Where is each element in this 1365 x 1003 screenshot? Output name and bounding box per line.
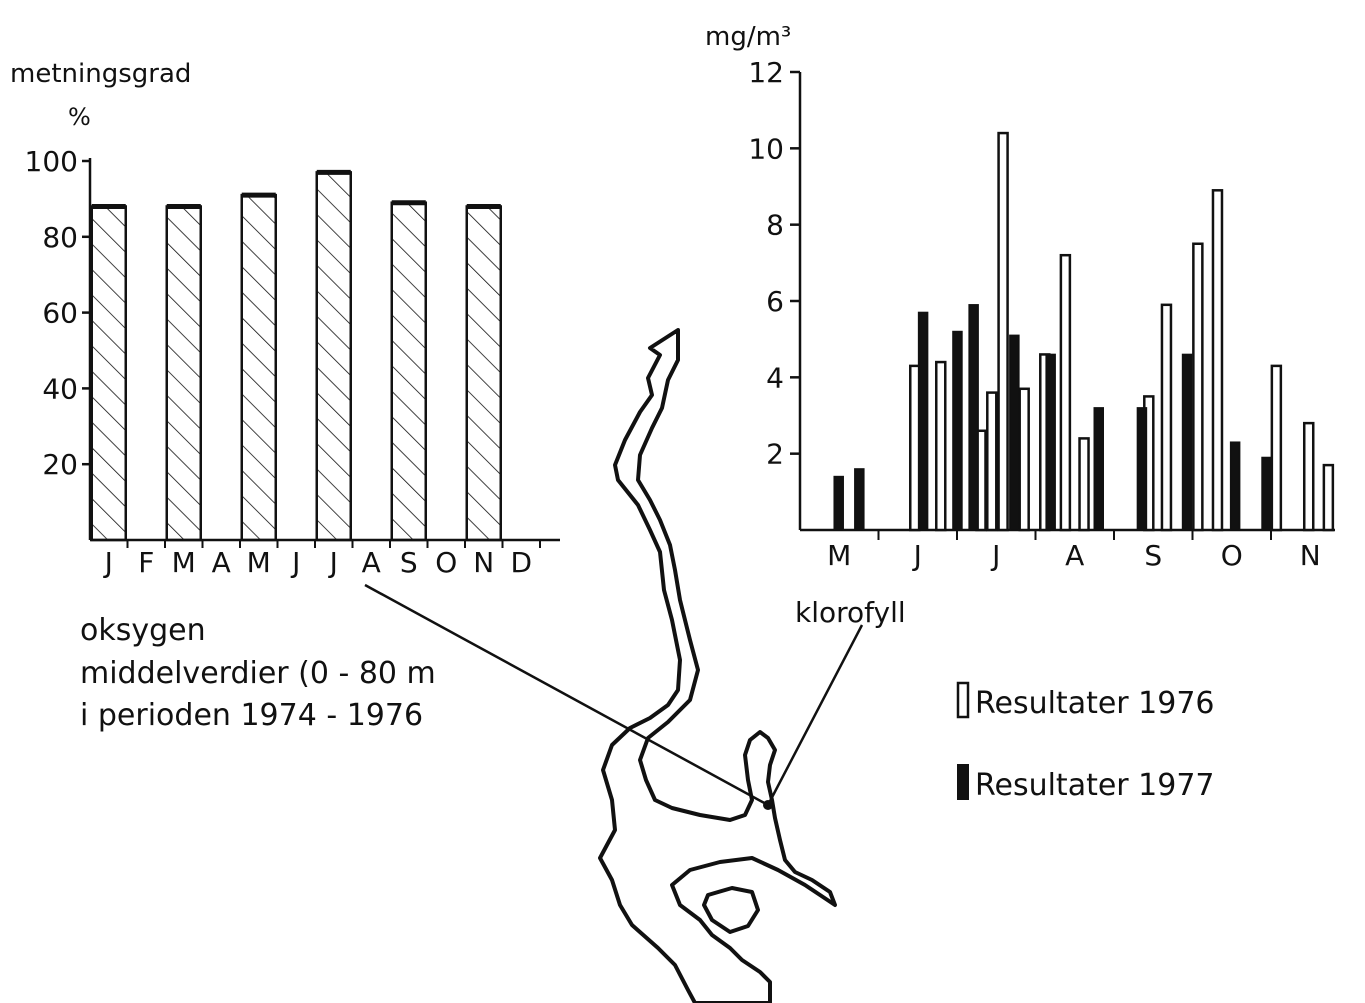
chlorophyll-bar-1977 [952, 330, 963, 531]
oxygen-bars [90, 169, 502, 542]
oxygen-pointer-line [364, 583, 769, 807]
oxygen-y-axis-label: metningsgrad [10, 59, 191, 89]
legend-swatch-1976 [956, 681, 970, 719]
klorofyll-annotation: klorofyll [795, 596, 906, 629]
chlorophyll-bar-1976 [1192, 242, 1204, 532]
chlorophyll-y-tick-label: 2 [766, 438, 784, 471]
chlorophyll-month-label: S [1144, 539, 1162, 572]
chlorophyll-bar-1977 [833, 475, 844, 531]
chlorophyll-bar-1976 [935, 360, 947, 532]
chart-legend: Resultater 1976 Resultater 1977 [956, 681, 1215, 803]
oxygen-caption-line-1: oksygen [80, 613, 206, 648]
oxygen-bar [465, 205, 502, 542]
oxygen-y-tick-label: 20 [42, 448, 78, 481]
oxygen-month-label: A [362, 546, 381, 579]
chlorophyll-y-tick-label: 4 [766, 361, 784, 394]
oxygen-bar [390, 201, 427, 542]
lake-outline [598, 328, 837, 1003]
chlorophyll-bar-1977 [1136, 407, 1148, 531]
chlorophyll-month-label: M [827, 539, 851, 572]
oxygen-month-label: N [473, 546, 494, 579]
oxygen-month-label: M [247, 546, 271, 579]
oxygen-y-tick-label: 100 [25, 145, 78, 178]
oxygen-month-label: J [290, 546, 300, 579]
chlorophyll-bar-1977 [917, 311, 929, 531]
chlorophyll-chart: mg/m³ 2 4 6 8 10 12 M J J A S O N klorofyll [705, 22, 1335, 629]
chlorophyll-bar-1976 [1160, 303, 1173, 532]
chlorophyll-bar-1976 [1018, 387, 1030, 532]
chlorophyll-y-ticks: 2 4 6 8 10 12 [748, 56, 800, 471]
chlorophyll-bar-1976 [997, 131, 1009, 532]
chlorophyll-bar-1977 [1045, 353, 1056, 531]
klorofyll-pointer-line [766, 624, 864, 806]
chlorophyll-month-label: J [990, 539, 1000, 572]
lake-island [702, 886, 760, 934]
chlorophyll-bar-1976 [1059, 253, 1072, 532]
chlorophyll-bar-1977 [1229, 441, 1241, 531]
chlorophyll-bar-1976 [1322, 463, 1335, 532]
chlorophyll-month-label: O [1221, 539, 1243, 572]
chlorophyll-month-label: J [912, 539, 922, 572]
oxygen-y-ticks: 20 40 60 80 100 [25, 145, 90, 481]
chlorophyll-month-label: A [1065, 539, 1084, 572]
oxygen-month-label: O [435, 546, 457, 579]
oxygen-y-tick-label: 80 [42, 221, 78, 254]
oxygen-month-label: M [172, 546, 196, 579]
legend-label-1977: Resultater 1977 [975, 768, 1215, 803]
oxygen-caption-line-2: middelverdier (0 - 80 m [80, 656, 436, 691]
chlorophyll-month-label: N [1300, 539, 1321, 572]
chlorophyll-bar-1976 [986, 391, 998, 532]
oxygen-month-label: D [510, 546, 532, 579]
oxygen-caption-line-3: i perioden 1974 - 1976 [80, 698, 423, 733]
oxygen-month-label: S [400, 546, 418, 579]
chlorophyll-bar-1977 [854, 468, 865, 531]
oxygen-month-label: F [138, 546, 154, 579]
chlorophyll-bar-1976 [1302, 421, 1315, 532]
chlorophyll-y-tick-label: 12 [748, 56, 784, 89]
chlorophyll-bar-1976 [1270, 364, 1283, 532]
chlorophyll-y-tick-label: 6 [766, 285, 784, 318]
oxygen-month-label: J [103, 546, 113, 579]
legend-swatch-1977 [957, 764, 969, 800]
oxygen-bar [315, 171, 352, 542]
oxygen-y-tick-label: 60 [42, 297, 78, 330]
chlorophyll-bar-1977 [968, 304, 979, 531]
chlorophyll-y-unit: mg/m³ [705, 22, 791, 52]
chlorophyll-bar-1976 [1078, 437, 1090, 532]
legend-label-1976: Resultater 1976 [975, 686, 1215, 721]
oxygen-y-unit: % [68, 103, 91, 131]
chlorophyll-bar-1977 [1261, 456, 1272, 531]
chlorophyll-bar-1977 [1181, 353, 1193, 531]
oxygen-y-tick-label: 40 [42, 372, 78, 405]
chlorophyll-bar-1976 [1211, 189, 1224, 532]
chlorophyll-bar-1977 [1009, 334, 1020, 531]
oxygen-caption: oksygen middelverdier (0 - 80 m i period… [80, 613, 436, 733]
oxygen-bar [240, 193, 277, 542]
oxygen-month-label: A [212, 546, 231, 579]
oxygen-month-label: J [328, 546, 338, 579]
chlorophyll-month-dividers [877, 530, 1272, 540]
oxygen-bar [90, 205, 127, 542]
chlorophyll-bars [833, 131, 1335, 532]
chlorophyll-bar-1977 [1093, 407, 1104, 531]
oxygen-bar [165, 205, 202, 542]
chlorophyll-y-tick-label: 10 [748, 132, 784, 165]
chlorophyll-y-tick-label: 8 [766, 209, 784, 242]
